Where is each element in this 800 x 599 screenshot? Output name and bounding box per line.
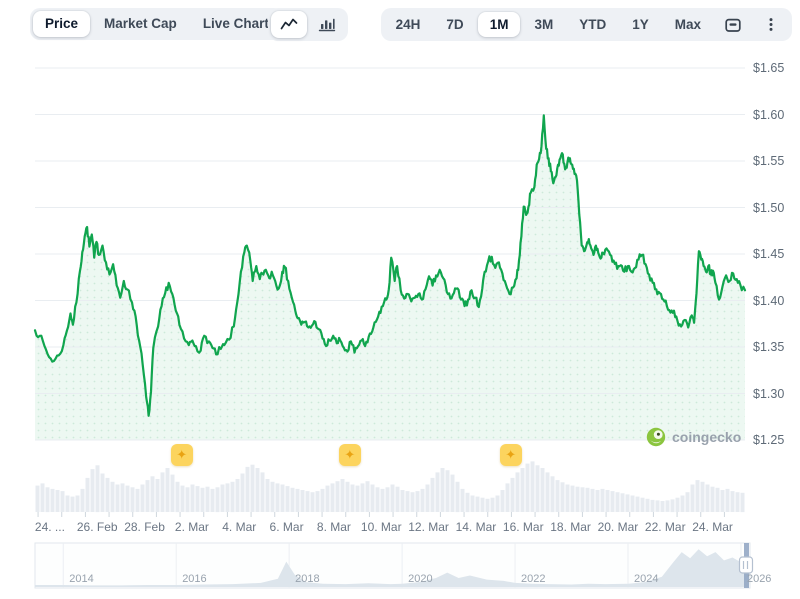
range-3m-button[interactable]: 3M bbox=[522, 12, 565, 38]
y-axis-label: $1.35 bbox=[753, 340, 785, 354]
timeline-year-label: 2020 bbox=[408, 573, 433, 585]
y-axis-label: $1.30 bbox=[753, 386, 785, 401]
x-axis-label: 22. Mar bbox=[644, 520, 686, 534]
x-axis-label: 10. Mar bbox=[360, 520, 402, 534]
timeline-slider[interactable] bbox=[738, 543, 754, 588]
calendar-icon bbox=[725, 18, 741, 32]
line-chart-icon bbox=[280, 18, 298, 30]
x-axis-label: 6. Mar bbox=[269, 520, 304, 534]
chart-type-toggle-group bbox=[268, 8, 348, 41]
y-axis-label: $1.55 bbox=[753, 154, 785, 168]
x-axis-label: 4. Mar bbox=[222, 520, 257, 534]
navigator-area bbox=[35, 549, 750, 587]
x-axis-label: 24. Mar bbox=[692, 520, 733, 534]
bar-chart-icon bbox=[318, 18, 336, 32]
timeline-year-label: 2016 bbox=[182, 573, 207, 585]
timeline-year-label: 2014 bbox=[69, 573, 94, 585]
x-axis-label: 24. ... bbox=[34, 520, 65, 534]
view-tabs-group: Price Market Cap Live Chart bbox=[30, 8, 284, 40]
range-24h-button[interactable]: 24H bbox=[384, 12, 433, 38]
tab-market-cap[interactable]: Market Cap bbox=[92, 11, 189, 37]
bar-chart-type-button[interactable] bbox=[309, 11, 345, 38]
price-line bbox=[33, 114, 747, 417]
timeline-year-label: 2022 bbox=[521, 573, 546, 585]
x-axis-label: 18. Mar bbox=[550, 520, 591, 534]
slider-grip[interactable] bbox=[738, 556, 754, 574]
range-ytd-button[interactable]: YTD bbox=[567, 12, 618, 38]
range-1y-button[interactable]: 1Y bbox=[620, 12, 661, 38]
x-axis-label: 14. Mar bbox=[455, 520, 497, 534]
watermark-text: coingecko bbox=[672, 429, 742, 445]
more-options-button[interactable] bbox=[753, 11, 789, 38]
kebab-icon bbox=[769, 18, 773, 31]
range-1m-button[interactable]: 1M bbox=[477, 11, 521, 38]
y-axis-label: $1.60 bbox=[753, 107, 785, 122]
range-max-button[interactable]: Max bbox=[663, 12, 713, 38]
y-axis-label: $1.45 bbox=[753, 247, 785, 261]
y-axis-label: $1.65 bbox=[753, 61, 785, 75]
y-gridlines bbox=[35, 67, 745, 441]
x-axis-label: 12. Mar bbox=[408, 520, 449, 534]
date-ticks bbox=[37, 512, 725, 517]
x-axis-label: 16. Mar bbox=[502, 520, 544, 534]
y-axis-label: $1.25 bbox=[753, 433, 785, 447]
coingecko-gecko-icon bbox=[646, 427, 666, 447]
time-range-group: 24H 7D 1M 3M YTD 1Y Max bbox=[380, 8, 792, 41]
x-axis-label: 8. Mar bbox=[316, 520, 351, 534]
timeline-year-label: 2026 bbox=[746, 573, 772, 585]
tab-price[interactable]: Price bbox=[33, 11, 91, 37]
date-picker-button[interactable] bbox=[715, 11, 751, 38]
volume-bars bbox=[35, 461, 745, 513]
tab-live-chart[interactable]: Live Chart bbox=[191, 11, 281, 37]
x-axis-label: 20. Mar bbox=[597, 520, 639, 534]
y-axis-label: $1.50 bbox=[753, 200, 785, 215]
x-axis-label: 28. Feb bbox=[124, 520, 165, 534]
x-axis-label: 2. Mar bbox=[174, 520, 209, 534]
timeline-year-label: 2024 bbox=[634, 573, 659, 585]
timeline-year-label: 2018 bbox=[295, 573, 320, 585]
range-7d-button[interactable]: 7D bbox=[434, 12, 475, 38]
y-axis-label: $1.40 bbox=[753, 293, 785, 308]
navigator[interactable] bbox=[34, 542, 754, 589]
event-marker-badge[interactable]: ✦ bbox=[170, 444, 193, 466]
event-marker-badge[interactable]: ✦ bbox=[499, 444, 522, 466]
line-chart-type-button[interactable] bbox=[271, 11, 307, 38]
event-marker-badge[interactable]: ✦ bbox=[338, 444, 361, 466]
coingecko-watermark: coingecko bbox=[646, 427, 741, 447]
x-axis-label: 26. Feb bbox=[76, 520, 118, 534]
